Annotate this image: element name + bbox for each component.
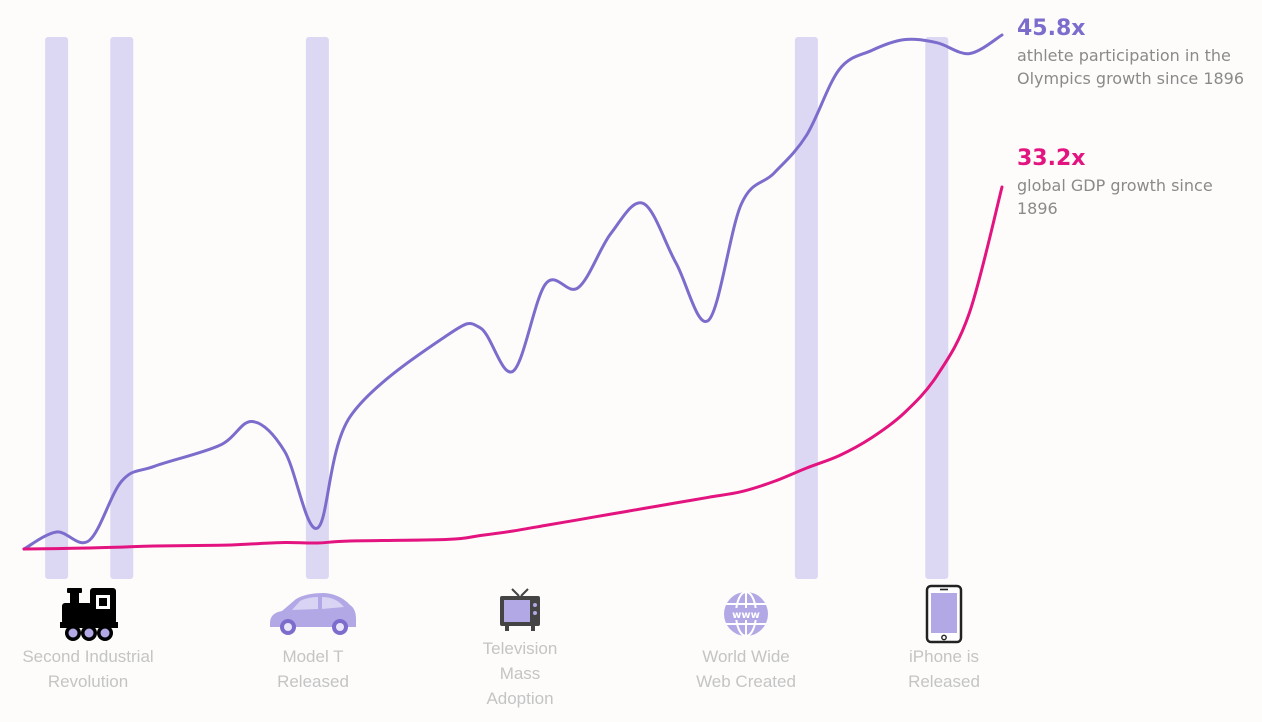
athletes-line (22, 33, 1004, 551)
athletes-growth-description: athlete participation in the Olympics gr… (1017, 46, 1245, 88)
highlight-band (794, 37, 818, 579)
gdp-line (22, 185, 1004, 551)
phone-icon (859, 584, 1029, 644)
milestone-television: Television Mass Adoption (435, 584, 605, 711)
highlight-bands (45, 37, 949, 579)
milestone-model-t: Model T Released (228, 584, 398, 694)
milestone-label: Second Industrial Revolution (22, 647, 154, 691)
milestone-label: Model T Released (277, 647, 349, 691)
milestone-world-wide-web: www World Wide Web Created (661, 584, 831, 694)
milestone-label: Television Mass Adoption (482, 639, 558, 708)
athletes-callout: 45.8x athlete participation in the Olymp… (1017, 16, 1257, 90)
highlight-band (305, 37, 329, 579)
gdp-callout: 33.2x global GDP growth since 1896 (1017, 146, 1257, 220)
car-icon (228, 584, 398, 644)
milestone-iphone: iPhone is Released (859, 584, 1029, 694)
series-lines (22, 33, 1004, 551)
highlight-band (45, 37, 69, 579)
milestone-label: World Wide Web Created (696, 647, 796, 691)
highlight-band (110, 37, 134, 579)
gdp-growth-description: global GDP growth since 1896 (1017, 176, 1213, 218)
milestone-second-industrial-revolution: Second Industrial Revolution (3, 584, 173, 694)
train-icon (3, 584, 173, 644)
svg-text:www: www (732, 610, 760, 621)
tv-icon (435, 584, 605, 636)
highlight-band (925, 37, 949, 579)
gdp-growth-value: 33.2x (1017, 146, 1086, 171)
globe-icon: www (661, 584, 831, 644)
milestone-label: iPhone is Released (908, 647, 980, 691)
athletes-growth-value: 45.8x (1017, 16, 1086, 41)
